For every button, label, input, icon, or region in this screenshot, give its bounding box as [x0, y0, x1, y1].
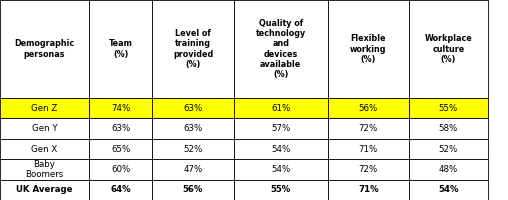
Bar	[152, 139, 234, 159]
Bar	[152, 98, 234, 118]
Bar	[152, 180, 234, 200]
Bar	[234, 0, 328, 98]
Bar	[328, 159, 409, 180]
Text: 63%: 63%	[183, 104, 203, 113]
Bar	[0, 98, 89, 118]
Text: Gen Y: Gen Y	[31, 124, 57, 133]
Text: 64%: 64%	[110, 185, 131, 194]
Bar	[89, 98, 152, 118]
Text: 71%: 71%	[359, 144, 378, 154]
Bar	[0, 118, 89, 139]
Bar	[328, 180, 409, 200]
Bar	[328, 118, 409, 139]
Text: 54%: 54%	[271, 144, 290, 154]
Text: Level of
training
provided
(%): Level of training provided (%)	[173, 29, 213, 69]
Bar	[409, 0, 488, 98]
Bar	[328, 0, 409, 98]
Text: 63%: 63%	[183, 124, 203, 133]
Text: 55%: 55%	[439, 104, 458, 113]
Bar	[152, 118, 234, 139]
Bar	[328, 98, 409, 118]
Text: 60%: 60%	[111, 165, 130, 174]
Bar	[0, 180, 89, 200]
Bar	[409, 98, 488, 118]
Bar	[89, 0, 152, 98]
Text: 47%: 47%	[183, 165, 203, 174]
Text: 54%: 54%	[271, 165, 290, 174]
Text: Gen X: Gen X	[31, 144, 57, 154]
Text: Quality of
technology
and
devices
available
(%): Quality of technology and devices availa…	[256, 19, 306, 79]
Bar	[234, 159, 328, 180]
Bar	[409, 139, 488, 159]
Bar	[0, 139, 89, 159]
Bar	[234, 180, 328, 200]
Bar	[89, 180, 152, 200]
Text: 72%: 72%	[359, 165, 378, 174]
Bar	[409, 118, 488, 139]
Text: 71%: 71%	[358, 185, 378, 194]
Text: 52%: 52%	[183, 144, 203, 154]
Text: UK Average: UK Average	[16, 185, 73, 194]
Text: 58%: 58%	[439, 124, 458, 133]
Text: 52%: 52%	[439, 144, 458, 154]
Bar	[409, 159, 488, 180]
Text: 61%: 61%	[271, 104, 290, 113]
Bar	[328, 139, 409, 159]
Bar	[89, 139, 152, 159]
Bar	[234, 118, 328, 139]
Bar	[234, 139, 328, 159]
Text: 54%: 54%	[438, 185, 459, 194]
Text: 65%: 65%	[111, 144, 130, 154]
Text: 55%: 55%	[271, 185, 291, 194]
Text: 72%: 72%	[359, 124, 378, 133]
Bar	[152, 0, 234, 98]
Text: Demographic
personas: Demographic personas	[14, 39, 75, 59]
Bar	[89, 118, 152, 139]
Bar	[0, 0, 89, 98]
Bar	[89, 159, 152, 180]
Text: Gen Z: Gen Z	[31, 104, 57, 113]
Bar	[0, 159, 89, 180]
Text: 57%: 57%	[271, 124, 290, 133]
Bar	[234, 98, 328, 118]
Text: 56%: 56%	[359, 104, 378, 113]
Text: 56%: 56%	[183, 185, 203, 194]
Text: Baby
Boomers: Baby Boomers	[25, 160, 64, 179]
Text: Flexible
working
(%): Flexible working (%)	[350, 34, 387, 64]
Bar	[152, 159, 234, 180]
Text: Workplace
culture
(%): Workplace culture (%)	[425, 34, 472, 64]
Text: 74%: 74%	[111, 104, 130, 113]
Text: 48%: 48%	[439, 165, 458, 174]
Bar	[409, 180, 488, 200]
Text: 63%: 63%	[111, 124, 130, 133]
Text: Team
(%): Team (%)	[109, 39, 133, 59]
